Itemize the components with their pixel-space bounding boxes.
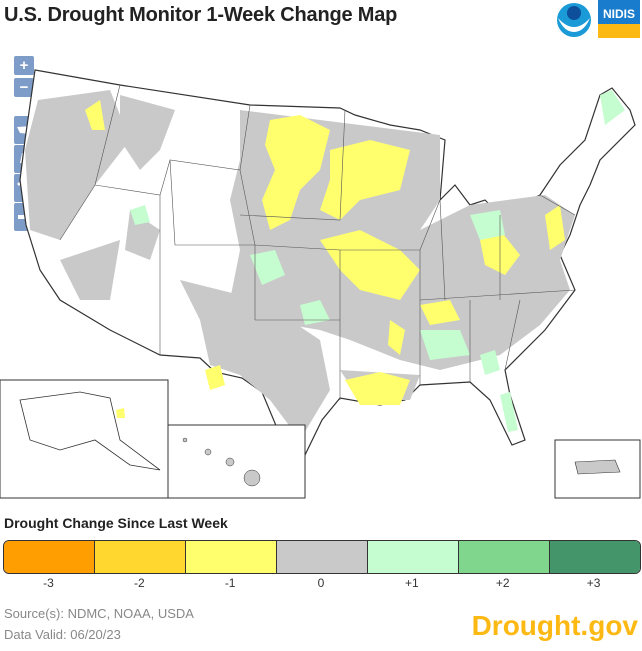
legend-swatch: [550, 541, 640, 573]
legend-label: 0: [317, 576, 325, 590]
puerto-rico-inset: [554, 439, 641, 499]
legend-label: +2: [495, 576, 510, 590]
alaska-inset: [0, 379, 169, 499]
data-valid-text: Data Valid: 06/20/23: [4, 627, 121, 642]
page-title: U.S. Drought Monitor 1-Week Change Map: [4, 4, 398, 26]
legend-swatch: [95, 541, 186, 573]
one-category-improvement-areas: [130, 90, 625, 432]
legend-label: -3: [43, 576, 54, 590]
svg-text:NIDIS: NIDIS: [603, 7, 635, 21]
legend-swatch: [4, 541, 95, 573]
zoom-in-button[interactable]: +: [14, 56, 34, 75]
nidis-logo: NIDIS: [598, 0, 640, 38]
hawaii-inset: [167, 424, 306, 499]
drought-change-map[interactable]: [0, 55, 642, 505]
conus-map: [19, 69, 636, 456]
legend-labels: -3 -2 -1 0 +1 +2 +3: [3, 576, 639, 590]
legend-label: +1: [405, 576, 419, 590]
state-boundaries: [59, 84, 576, 400]
zoom-out-button[interactable]: −: [14, 78, 34, 97]
legend-swatch: [186, 541, 277, 573]
legend-title: Drought Change Since Last Week: [4, 515, 228, 531]
legend-swatch: [368, 541, 459, 573]
legend-label: +3: [586, 576, 601, 590]
drought-gov-brand[interactable]: Drought.gov: [471, 610, 638, 641]
noaa-logo: [557, 3, 591, 37]
legend-label: -2: [133, 576, 145, 590]
legend-label: -1: [224, 576, 236, 590]
legend-color-bar: [3, 540, 641, 574]
legend-swatch: [459, 541, 550, 573]
legend-swatch: [277, 541, 368, 573]
source-text: Source(s): NDMC, NOAA, USDA: [4, 606, 194, 621]
